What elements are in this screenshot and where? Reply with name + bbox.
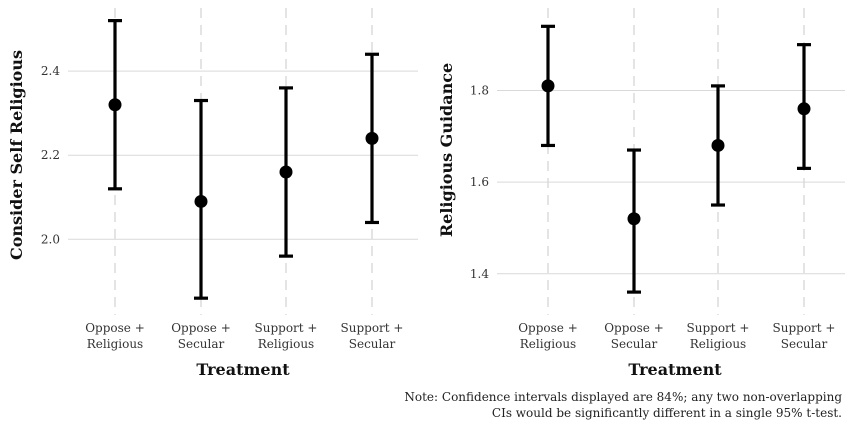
x-tick-label-line: Support + (687, 321, 750, 335)
y-axis-title: Religious Guidance (437, 63, 456, 237)
x-axis-title: Treatment (196, 360, 290, 379)
panel-right: 1.4 1.6 1.8 Oppose + Religious Oppose + Secul… (437, 8, 845, 379)
y-tick-labels: 1.4 1.6 1.8 (470, 83, 489, 280)
point-estimate (627, 212, 641, 226)
x-tick-label-line: Oppose + (171, 321, 231, 335)
y-tick-label: 1.4 (470, 267, 489, 281)
y-tick-labels: 2.0 2.2 2.4 (41, 64, 60, 246)
point-estimate (279, 165, 293, 179)
x-tick-label-line: Support + (341, 321, 404, 335)
y-tick-label: 2.2 (41, 148, 60, 162)
x-tick-label: Support + Secular (773, 321, 836, 351)
panel-left: 2.0 2.2 2.4 Oppose + Religious Oppose + Secul… (7, 8, 418, 379)
y-tick-label: 2.0 (41, 232, 60, 246)
y-tick-label: 2.4 (41, 64, 60, 78)
x-tick-label-line: Religious (690, 337, 746, 351)
x-tick-label: Support + Religious (255, 321, 318, 351)
note-line-2: CIs would be significantly different in … (492, 406, 842, 420)
x-tick-label-line: Secular (178, 337, 225, 351)
y-axis-title: Consider Self Religious (7, 50, 26, 260)
point-estimate (108, 98, 122, 112)
x-tick-label: Oppose + Secular (171, 321, 231, 351)
y-tick-label: 1.6 (470, 175, 489, 189)
x-tick-label: Support + Religious (687, 321, 750, 351)
error-bars (108, 19, 379, 300)
point-estimate (541, 79, 555, 93)
x-tick-label: Oppose + Religious (518, 321, 578, 351)
point-estimate (711, 138, 725, 152)
x-tick-label-line: Secular (781, 337, 828, 351)
point-estimate (797, 102, 811, 116)
x-tick-label-line: Oppose + (518, 321, 578, 335)
y-tick-label: 1.8 (470, 83, 489, 97)
x-tick-label: Oppose + Secular (604, 321, 664, 351)
note-line-1: Note: Confidence intervals displayed are… (404, 390, 842, 404)
x-axis-title: Treatment (628, 360, 722, 379)
error-bars (541, 24, 811, 294)
x-tick-label-line: Religious (87, 337, 143, 351)
x-tick-label-line: Religious (520, 337, 576, 351)
x-tick-label-line: Secular (611, 337, 658, 351)
x-tick-label: Support + Secular (341, 321, 404, 351)
x-tick-label-line: Support + (255, 321, 318, 335)
point-estimate (365, 131, 379, 145)
x-tick-label-line: Support + (773, 321, 836, 335)
point-estimate (194, 194, 208, 208)
x-tick-label-line: Religious (258, 337, 314, 351)
x-tick-label-line: Oppose + (604, 321, 664, 335)
x-tick-label: Oppose + Religious (85, 321, 145, 351)
x-tick-label-line: Secular (349, 337, 396, 351)
x-tick-label-line: Oppose + (85, 321, 145, 335)
